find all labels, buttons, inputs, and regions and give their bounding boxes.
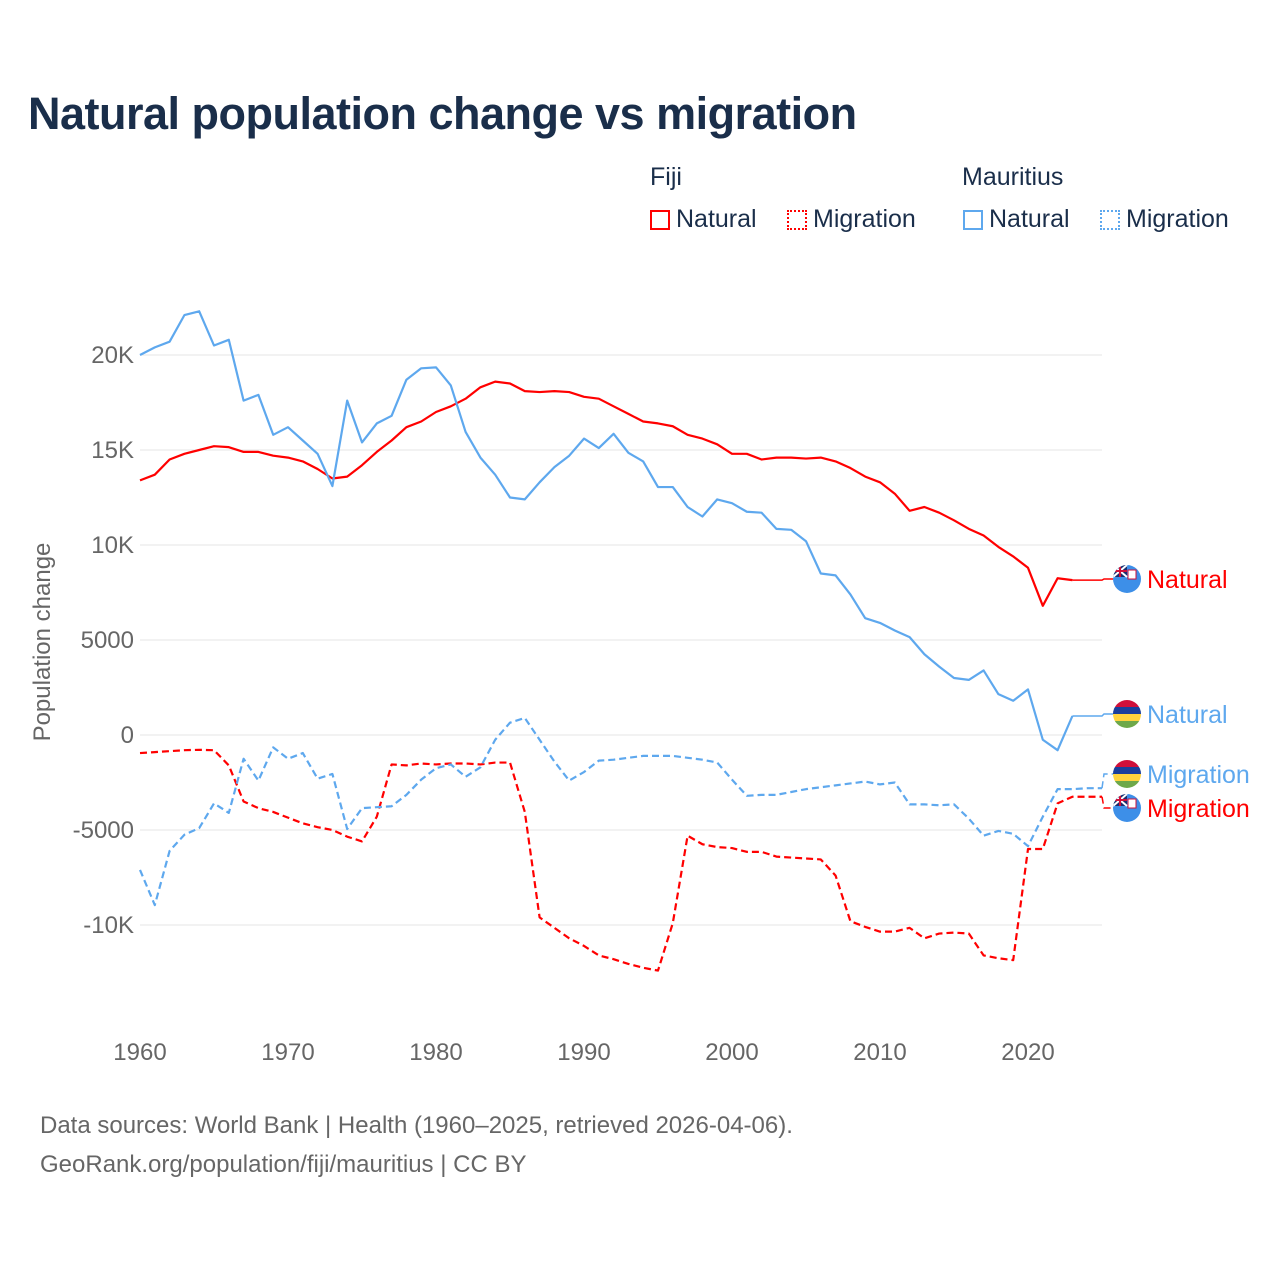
series-line-fiji-migration: [139, 748, 1102, 972]
end-label: Migration: [1147, 761, 1250, 789]
x-tick-label: 1960: [113, 1039, 166, 1066]
legend-mauritius-natural[interactable]: Natural: [963, 205, 1070, 234]
mauritius-flag-icon: [1113, 760, 1141, 788]
chart-title: Natural population change vs migration: [28, 88, 857, 139]
flag-stripe: [1113, 721, 1141, 728]
y-tick-label: 0: [121, 722, 134, 749]
y-tick-label: 5000: [81, 627, 134, 654]
label-connector: [1101, 773, 1113, 789]
data-source-text: Data sources: World Bank | Health (1960–…: [40, 1112, 793, 1139]
label-connector: [1072, 578, 1113, 581]
legend-label: Natural: [989, 205, 1070, 233]
end-label: Natural: [1147, 566, 1228, 594]
y-tick-label: -10K: [83, 912, 134, 939]
x-tick-label: 2020: [1001, 1039, 1054, 1066]
x-tick-label: 1970: [261, 1039, 314, 1066]
y-tick-label: 15K: [91, 437, 134, 464]
mauritius-flag-icon: [1113, 700, 1141, 728]
y-tick-label: 20K: [91, 342, 134, 369]
legend-group-fiji: Fiji: [650, 163, 682, 191]
flag-stripe: [1113, 700, 1141, 707]
flag-stripe: [1113, 714, 1141, 721]
end-label: Migration: [1147, 795, 1250, 823]
series-line-mauritius-natural: [139, 310, 1074, 752]
x-tick-label: 1990: [557, 1039, 610, 1066]
x-tick-label: 2000: [705, 1039, 758, 1066]
legend-swatch-solid-icon: [963, 209, 983, 230]
legend-label: Migration: [1126, 205, 1229, 233]
flag-stripe: [1113, 707, 1141, 714]
legend-swatch-dotted-icon: [1100, 209, 1120, 230]
x-tick-label: 1980: [409, 1039, 462, 1066]
legend-mauritius-migration[interactable]: Migration: [1100, 205, 1229, 234]
flag-stripe: [1113, 774, 1141, 781]
y-tick-label: -5000: [73, 817, 134, 844]
x-tick-label: 2010: [853, 1039, 906, 1066]
flag-shield: [1127, 569, 1137, 580]
fiji-flag-icon: [1113, 794, 1141, 822]
legend-swatch-dotted-icon: [787, 209, 807, 230]
flag-stripe: [1113, 781, 1141, 788]
legend-label: Natural: [676, 205, 757, 233]
legend-group-mauritius: Mauritius: [962, 163, 1064, 191]
end-label: Natural: [1147, 701, 1228, 729]
attribution-text: GeoRank.org/population/fiji/mauritius | …: [40, 1151, 527, 1178]
label-connector: [1072, 713, 1113, 717]
y-tick-label: 10K: [91, 532, 134, 559]
footer: Data sources: World Bank | Health (1960–…: [40, 1106, 793, 1184]
flag-shield: [1127, 798, 1137, 809]
legend-fiji-migration[interactable]: Migration: [787, 205, 916, 234]
series-line-mauritius-migration: [138, 716, 1102, 907]
y-axis-label: Population change: [29, 543, 56, 742]
flag-stripe: [1113, 760, 1141, 767]
legend-label: Migration: [813, 205, 916, 233]
flag-stripe: [1113, 767, 1141, 774]
fiji-flag-icon: [1113, 565, 1141, 593]
series-line-fiji-natural: [139, 380, 1073, 607]
legend-swatch-solid-icon: [650, 209, 670, 230]
legend-fiji-natural[interactable]: Natural: [650, 205, 757, 234]
label-connector: [1101, 796, 1113, 809]
